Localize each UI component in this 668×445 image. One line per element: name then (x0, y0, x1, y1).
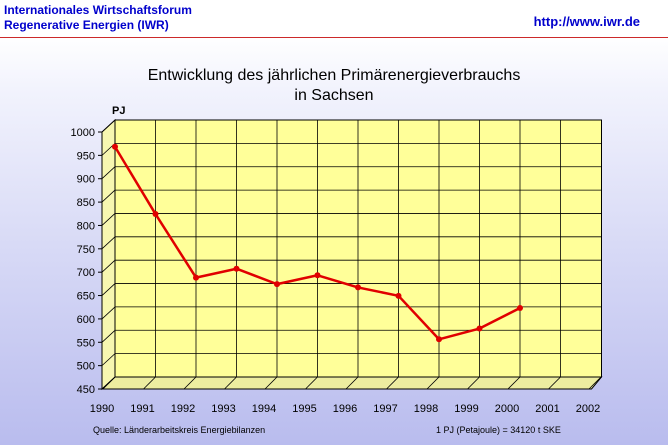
y-gridline-depth (101, 283, 116, 296)
y-gridline-depth (101, 166, 116, 180)
x-gridline-depth (264, 376, 278, 390)
y-gridline-depth (101, 306, 116, 320)
x-gridline-depth (588, 376, 602, 390)
x-tick-label: 1990 (90, 403, 114, 415)
x-gridline-depth (386, 376, 399, 390)
data-point (314, 272, 321, 279)
y-gridline-depth (101, 353, 116, 366)
x-gridline-depth (548, 376, 561, 390)
chart-title-line2: in Sachsen (294, 87, 374, 104)
x-gridline-depth (426, 376, 440, 390)
y-gridline-depth (101, 259, 116, 273)
chart-title-line1: Entwicklung des jährlichen Primärenergie… (147, 67, 521, 84)
y-tick-label: 950 (77, 150, 95, 162)
y-tick-label: 750 (77, 244, 95, 256)
data-point (476, 325, 483, 332)
y-tick-label: 600 (77, 314, 95, 326)
x-tick-label: 1997 (373, 403, 397, 415)
x-tick-label: 1999 (454, 403, 478, 415)
y-gridline-depth (101, 189, 116, 203)
x-tick-label: 1993 (211, 403, 235, 415)
y-tick-label: 550 (77, 337, 95, 349)
data-point (395, 292, 402, 299)
x-gridline-depth (183, 376, 197, 390)
y-gridline-depth (101, 213, 116, 226)
y-tick-label: 800 (77, 220, 95, 232)
data-point (193, 274, 199, 281)
organization-name-line2: Regenerative Energien (IWR) (4, 18, 169, 32)
y-tick-label: 900 (77, 174, 95, 186)
y-tick-label: 1000 (71, 127, 95, 139)
y-gridline-depth (101, 329, 116, 343)
y-tick-label: 500 (77, 361, 95, 373)
y-tick-label: 450 (77, 384, 95, 396)
header-divider (0, 37, 668, 38)
x-tick-label: 2002 (576, 403, 600, 415)
organization-name: Internationales Wirtschaftsforum Regener… (4, 3, 192, 33)
x-gridline-depth (305, 376, 318, 390)
x-tick-label: 1995 (292, 403, 316, 415)
data-point (436, 336, 442, 343)
x-tick-label: 1994 (252, 403, 276, 415)
x-tick-label: 1998 (414, 403, 438, 415)
y-gridline-depth (101, 236, 116, 250)
data-point (517, 304, 523, 311)
y-gridline-depth (101, 119, 116, 133)
x-tick-label: 1992 (171, 403, 195, 415)
source-note: Quelle: Länderarbeitskreis Energiebilanz… (93, 425, 266, 435)
data-point (152, 211, 159, 218)
y-axis-label: PJ (112, 105, 125, 117)
y-tick-label: 850 (77, 197, 95, 209)
plot-side-wall (101, 118, 116, 391)
x-gridline-depth (224, 376, 237, 390)
data-point (233, 265, 240, 272)
x-tick-label: 2001 (535, 403, 559, 415)
unit-conversion-note: 1 PJ (Petajoule) = 34120 t SKE (436, 425, 561, 435)
data-point (274, 281, 280, 288)
x-tick-label: 1991 (130, 403, 154, 415)
x-tick-label: 1996 (333, 403, 357, 415)
x-tick-label: 2000 (495, 403, 519, 415)
x-gridline-depth (467, 376, 480, 390)
website-link[interactable]: http://www.iwr.de (533, 14, 640, 29)
x-gridline-depth (143, 376, 156, 390)
data-point (355, 284, 361, 291)
x-gridline-depth (345, 376, 359, 390)
y-tick-label: 650 (77, 291, 95, 303)
y-tick-label: 700 (77, 267, 95, 279)
data-point (112, 143, 118, 150)
x-gridline-depth (102, 376, 116, 390)
x-gridline-depth (507, 376, 521, 390)
organization-name-line1: Internationales Wirtschaftsforum (4, 3, 192, 17)
